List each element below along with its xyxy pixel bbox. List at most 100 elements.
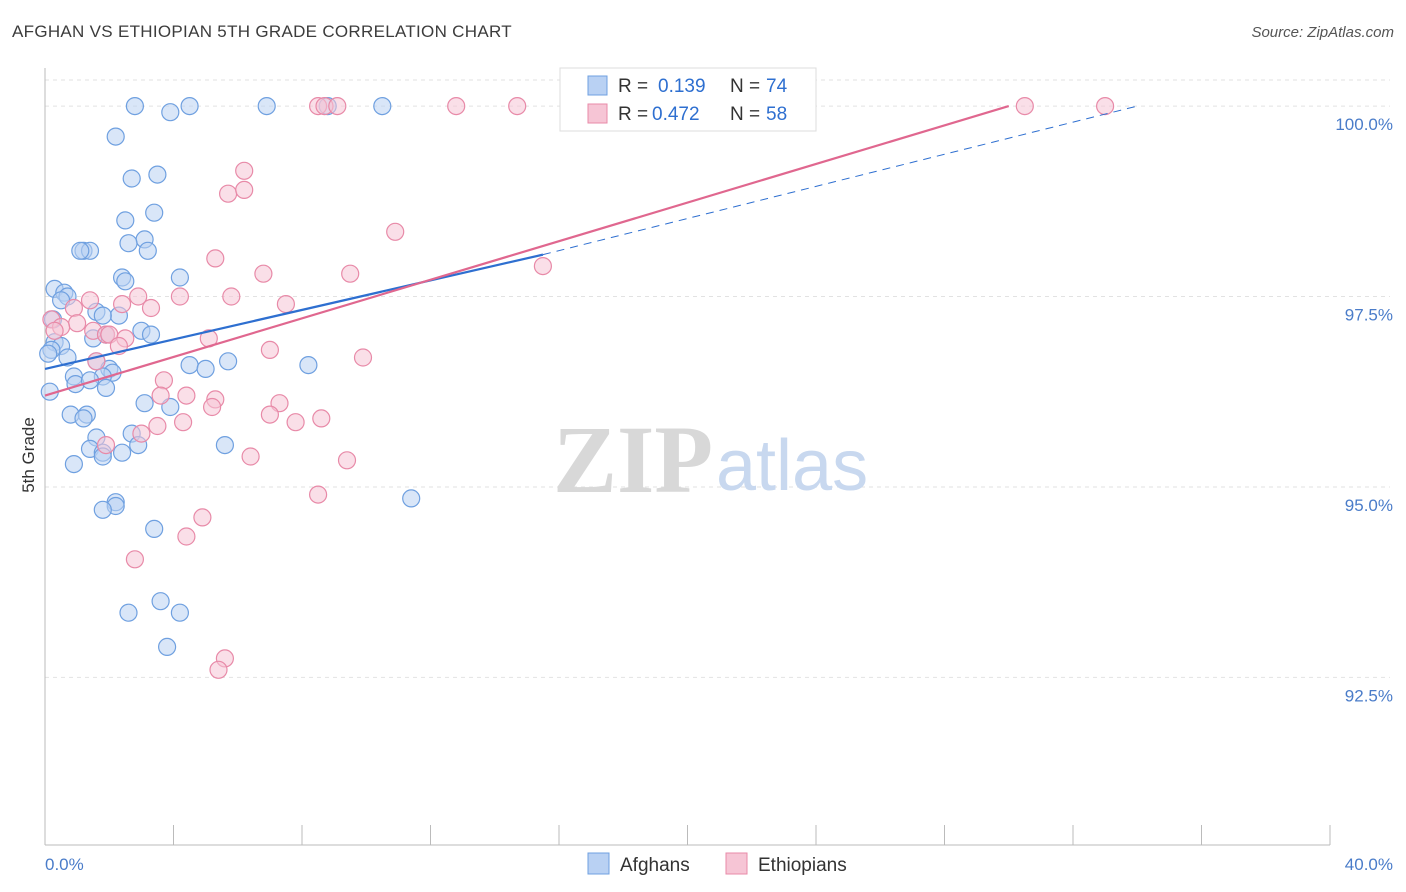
point-afghans-0 [125, 96, 144, 116]
point-afghans-70 [119, 603, 138, 622]
y-tick-label-3: 100.0% [1335, 115, 1393, 134]
point-ethiopians-4 [508, 96, 527, 116]
legend-n-label-ethiopians: N = [730, 104, 760, 125]
y-tick-label-0: 92.5% [1345, 686, 1393, 705]
watermark-atlas: atlas [716, 426, 868, 506]
y-tick-label-2: 97.5% [1345, 306, 1393, 325]
point-ethiopians-42 [203, 397, 222, 417]
series-legend-label-ethiopians: Ethiopians [758, 855, 847, 876]
point-ethiopians-50 [241, 447, 260, 466]
legend-n-value-ethiopians: 58 [766, 104, 787, 125]
point-ethiopians-53 [193, 508, 212, 527]
point-ethiopians-7 [1095, 96, 1115, 116]
point-afghans-68 [145, 519, 164, 539]
series-legend: Afghans Ethiopians [587, 852, 847, 876]
point-ethiopians-51 [337, 451, 357, 470]
chart-title: AFGHAN VS ETHIOPIAN 5TH GRADE CORRELATIO… [12, 22, 512, 41]
data-points [39, 96, 1115, 679]
point-ethiopians-48 [132, 424, 151, 443]
point-ethiopians-16 [170, 287, 189, 306]
y-axis-label: 5th Grade [19, 417, 38, 493]
point-ethiopians-18 [129, 287, 148, 306]
trend-lines [44, 105, 1138, 397]
point-ethiopians-49 [96, 436, 116, 455]
trend-line-ethiopians [44, 105, 1010, 397]
point-ethiopians-52 [309, 485, 328, 504]
point-afghans-18 [170, 268, 189, 287]
legend-r-value-afghans: 0.139 [658, 76, 706, 97]
series-legend-label-afghans: Afghans [620, 855, 690, 876]
point-afghans-29 [141, 325, 161, 344]
point-ethiopians-14 [341, 264, 360, 283]
point-afghans-64 [402, 489, 421, 508]
point-ethiopians-11 [386, 222, 405, 241]
point-ethiopians-17 [222, 287, 241, 306]
watermark-zip: ZIP [553, 406, 713, 513]
legend-n-label-afghans: N = [730, 76, 760, 97]
point-ethiopians-45 [174, 413, 193, 432]
y-tick-labels: 92.5% 95.0% 97.5% 100.0% [1335, 115, 1393, 705]
point-ethiopians-9 [219, 184, 238, 203]
point-ethiopians-2 [328, 96, 347, 116]
point-afghans-41 [196, 359, 215, 378]
point-afghans-61 [112, 443, 132, 462]
point-afghans-13 [138, 241, 157, 260]
point-ethiopians-20 [112, 295, 132, 314]
point-afghans-2 [180, 96, 199, 116]
point-afghans-16 [71, 241, 90, 260]
legend: R = 0.139 N = 74 R = 0.472 N = 58 [559, 67, 817, 132]
x-tick-label-0: 0.0% [45, 855, 84, 874]
point-afghans-56 [215, 436, 234, 455]
point-ethiopians-3 [447, 96, 466, 116]
point-ethiopians-25 [67, 314, 87, 333]
point-afghans-48 [96, 378, 116, 397]
point-afghans-40 [180, 356, 199, 375]
legend-n-value-afghans: 74 [766, 76, 788, 97]
point-ethiopians-10 [235, 180, 254, 199]
point-ethiopians-21 [276, 295, 295, 314]
point-ethiopians-15 [254, 264, 273, 283]
point-ethiopians-55 [125, 550, 144, 569]
point-afghans-50 [135, 394, 154, 413]
point-ethiopians-34 [260, 340, 279, 359]
point-afghans-6 [106, 127, 125, 146]
y-tick-label-1: 95.0% [1345, 496, 1393, 515]
point-ethiopians-27 [45, 321, 64, 340]
point-ethiopians-44 [312, 409, 331, 428]
point-ethiopians-54 [177, 527, 196, 546]
point-afghans-54 [74, 409, 93, 428]
point-afghans-71 [170, 603, 189, 622]
point-afghans-19 [116, 272, 135, 291]
legend-swatch-afghans [587, 75, 608, 96]
x-tick-labels: 0.0% 40.0% [45, 855, 1393, 874]
point-afghans-69 [151, 592, 170, 611]
legend-r-value-ethiopians: 0.472 [652, 104, 700, 125]
point-ethiopians-13 [533, 257, 553, 276]
point-afghans-35 [39, 344, 58, 363]
point-ethiopians-22 [141, 298, 161, 318]
point-afghans-1 [161, 103, 180, 122]
point-afghans-3 [257, 96, 276, 116]
point-ethiopians-39 [151, 386, 170, 405]
watermark: ZIP atlas [553, 406, 868, 513]
point-afghans-63 [64, 455, 84, 474]
point-ethiopians-38 [177, 386, 196, 405]
point-ethiopians-19 [80, 291, 100, 310]
point-ethiopians-47 [148, 416, 167, 436]
trend-line-afghans [44, 253, 544, 370]
point-ethiopians-46 [286, 413, 305, 432]
point-afghans-26 [93, 306, 112, 325]
point-ethiopians-23 [64, 298, 84, 318]
legend-swatch-ethiopians [587, 103, 608, 124]
point-afghans-67 [93, 500, 112, 519]
point-afghans-9 [116, 211, 135, 230]
point-afghans-7 [148, 165, 167, 184]
point-ethiopians-43 [260, 405, 279, 424]
point-ethiopians-35 [353, 348, 373, 367]
point-ethiopians-12 [206, 249, 225, 268]
point-afghans-8 [122, 169, 141, 188]
legend-r-label-afghans: R = [618, 76, 648, 97]
trend-extension-afghans [542, 105, 1138, 256]
point-afghans-5 [373, 96, 392, 116]
